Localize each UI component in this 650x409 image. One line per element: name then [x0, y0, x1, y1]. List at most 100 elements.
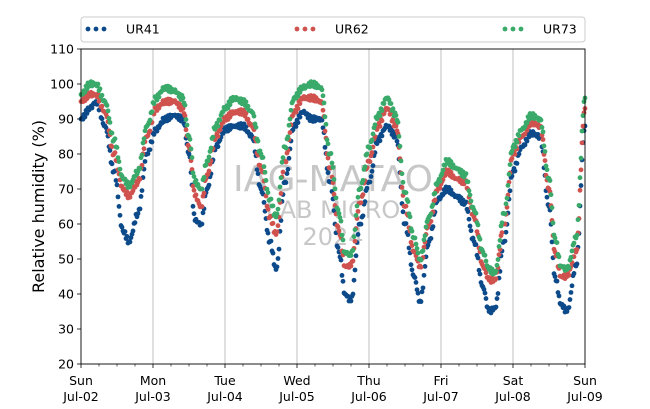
data-point — [270, 250, 276, 256]
data-point — [243, 110, 249, 116]
data-point — [139, 188, 145, 194]
data-point — [112, 150, 118, 156]
data-point — [393, 113, 399, 118]
data-point — [448, 187, 454, 193]
data-point — [319, 117, 325, 123]
x-tick-label-day: Mon — [140, 373, 166, 388]
data-point — [507, 162, 513, 168]
y-tick-label: 100 — [50, 77, 74, 92]
data-point — [516, 133, 522, 139]
data-point — [369, 150, 375, 155]
data-point — [473, 242, 479, 247]
data-point — [495, 257, 501, 262]
data-point — [355, 232, 361, 237]
y-axis-label: Relative humidity (%) — [29, 120, 48, 293]
legend-marker — [302, 26, 308, 32]
data-point — [180, 95, 186, 101]
data-point — [493, 304, 499, 310]
data-point — [105, 108, 111, 114]
data-point — [263, 178, 269, 183]
data-point — [227, 102, 233, 108]
data-point — [509, 156, 515, 161]
y-tick-label: 90 — [58, 112, 74, 127]
data-point — [483, 296, 489, 301]
data-point — [493, 276, 499, 282]
data-point — [351, 234, 357, 240]
data-point — [284, 171, 290, 176]
data-point — [124, 179, 130, 184]
grid-lines — [152, 49, 514, 364]
data-point — [142, 159, 148, 164]
data-point — [339, 273, 345, 278]
data-point — [548, 192, 554, 198]
data-point — [297, 114, 303, 120]
data-point — [468, 228, 474, 234]
data-point — [574, 247, 580, 252]
data-point — [127, 239, 133, 245]
data-point — [285, 134, 291, 140]
data-point — [208, 145, 214, 151]
data-point — [420, 285, 426, 291]
data-point — [255, 138, 261, 144]
data-point — [287, 130, 293, 135]
data-point — [183, 127, 189, 133]
data-point — [394, 138, 400, 144]
data-point — [567, 297, 573, 302]
data-point — [421, 244, 427, 250]
data-point — [279, 159, 285, 165]
data-point — [243, 124, 249, 130]
data-point — [509, 148, 515, 154]
data-point — [261, 164, 267, 170]
legend-label: UR62 — [335, 22, 369, 37]
data-point — [280, 155, 286, 161]
data-point — [367, 159, 373, 165]
data-point — [329, 160, 335, 166]
data-point — [117, 212, 123, 218]
x-tick-label-date: Jul-09 — [566, 389, 603, 404]
data-point — [332, 186, 338, 192]
data-point — [156, 94, 162, 100]
data-point — [190, 203, 196, 209]
data-point — [432, 190, 438, 196]
data-point — [348, 263, 354, 269]
data-point — [413, 241, 419, 247]
x-tick-label-day: Fri — [434, 373, 449, 388]
data-point — [494, 262, 500, 268]
x-tick-label-day: Thu — [356, 373, 380, 388]
data-point — [369, 168, 375, 174]
data-point — [206, 168, 212, 174]
data-point — [505, 183, 511, 188]
data-point — [503, 201, 509, 207]
data-point — [367, 179, 373, 185]
data-point — [408, 262, 414, 268]
data-point — [409, 228, 415, 234]
data-point — [549, 205, 555, 211]
data-point — [543, 163, 549, 169]
data-point — [122, 229, 128, 235]
data-point — [205, 158, 211, 164]
data-point — [374, 141, 380, 147]
data-point — [556, 254, 562, 260]
data-point — [512, 144, 518, 150]
data-point — [418, 264, 424, 270]
data-point — [354, 203, 360, 209]
data-point — [379, 118, 385, 124]
data-point — [437, 178, 443, 184]
data-point — [145, 151, 151, 157]
data-point — [377, 124, 383, 129]
data-point — [432, 197, 438, 203]
data-point — [493, 268, 499, 274]
data-point — [377, 113, 383, 119]
x-tick-label-day: Sat — [503, 373, 524, 388]
data-point — [340, 237, 346, 243]
legend-marker — [518, 26, 524, 32]
x-tick-label-date: Jul-02 — [62, 389, 99, 404]
y-tick-label: 60 — [58, 217, 74, 232]
data-point — [367, 145, 373, 151]
data-point — [265, 190, 271, 195]
data-point — [362, 164, 368, 170]
data-point — [412, 275, 418, 280]
data-point — [415, 250, 421, 256]
data-point — [260, 155, 266, 160]
data-point — [355, 194, 361, 200]
